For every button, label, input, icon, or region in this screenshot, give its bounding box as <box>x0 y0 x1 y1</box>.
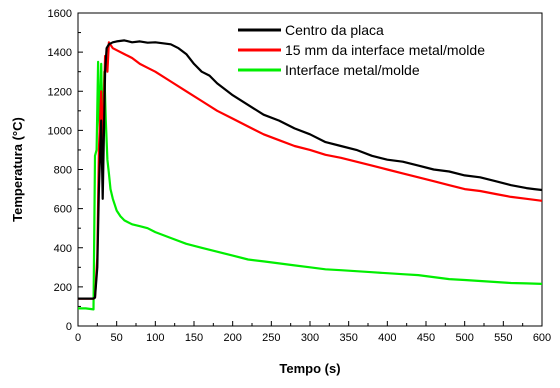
x-tick-label: 600 <box>533 332 551 344</box>
y-tick-label: 400 <box>54 243 72 255</box>
y-tick-label: 1600 <box>48 8 72 20</box>
x-tick-label: 250 <box>262 332 280 344</box>
x-tick-label: 150 <box>185 332 203 344</box>
y-tick-label: 600 <box>54 204 72 216</box>
y-tick-label: 1000 <box>48 125 72 137</box>
x-tick-label: 350 <box>339 332 357 344</box>
series-lines <box>78 39 543 311</box>
y-tick-label: 800 <box>54 165 72 177</box>
y-tick-label: 1400 <box>48 47 72 59</box>
x-tick-label: 50 <box>111 332 123 344</box>
x-tick-label: 550 <box>494 332 512 344</box>
y-tick-label: 1200 <box>48 86 72 98</box>
x-tick-label: 200 <box>223 332 241 344</box>
axis-ticks: 0 50 100 150 200 250 300 350 400 450 500 550 600 0 200… <box>48 8 552 344</box>
x-tick-label: 0 <box>75 332 81 344</box>
y-tick-label: 200 <box>54 282 72 294</box>
x-tick-label: 500 <box>455 332 473 344</box>
x-tick-label: 300 <box>301 332 319 344</box>
x-tick-label: 100 <box>146 332 164 344</box>
y-tick-label: 0 <box>66 321 72 333</box>
series-line-0 <box>78 39 543 300</box>
x-axis-label: Tempo (s) <box>279 361 340 376</box>
legend: Centro da placa 15 mm da interface metal/… <box>238 22 485 78</box>
y-axis-label: Temperatura (°C) <box>10 117 25 222</box>
x-tick-label: 450 <box>417 332 435 344</box>
series-line-2 <box>78 60 543 311</box>
legend-label: 15 mm da interface metal/molde <box>285 42 485 58</box>
series-line-1 <box>78 41 543 300</box>
plot-frame <box>77 12 543 327</box>
legend-label: Centro da placa <box>285 22 384 38</box>
legend-label: Interface metal/molde <box>285 62 420 78</box>
x-tick-label: 400 <box>378 332 396 344</box>
